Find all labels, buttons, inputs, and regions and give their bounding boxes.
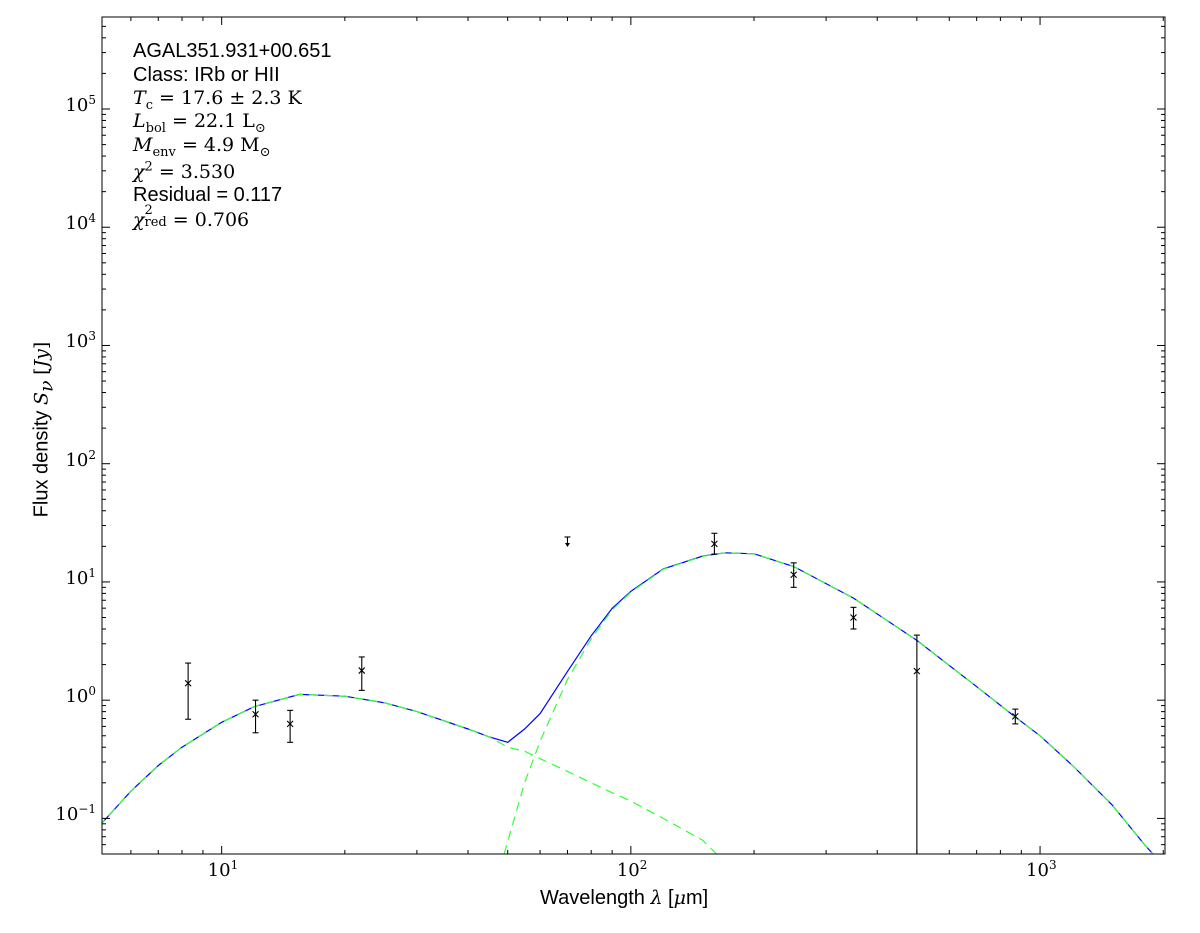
annotation-chi2: χ2 = 3.530 (133, 159, 236, 183)
ylabel-prefix: Flux density (30, 410, 53, 518)
data-point (850, 606, 857, 630)
x-tick-label: 101 (207, 858, 239, 881)
menv-sub: env (152, 144, 176, 160)
y-tick-label: 100 (65, 684, 96, 708)
chi2red-value: = 0.706 (172, 209, 250, 231)
annotation-residual: Residual = 0.117 (133, 184, 283, 206)
x-tick-label: 102 (616, 858, 648, 881)
chi2red-symbol: χ (133, 209, 145, 231)
data-point (252, 699, 259, 734)
lbol-unit-sub: ⊙ (254, 120, 266, 136)
ylabel-unit: Jy (30, 349, 53, 368)
menv-symbol: M (133, 134, 153, 156)
chi2red-sub: red (144, 215, 167, 230)
upper-limit-marker (564, 536, 571, 547)
ylabel-symbol: S (30, 392, 53, 406)
annotation-chi2red: χ 2 red = 0.706 (133, 204, 250, 231)
data-point (286, 709, 294, 743)
xlabel-unit: m] (685, 887, 709, 909)
xlabel-prefix: Wavelength (540, 887, 645, 909)
data-point (184, 662, 192, 720)
annotation-class: Class: IRb or HII (133, 64, 280, 86)
tc-sub: c (145, 97, 153, 113)
model-curve-1 (102, 693, 718, 854)
ylabel-sub: ν (35, 380, 58, 393)
y-tick-label: 101 (65, 565, 96, 589)
xlabel-symbol: λ (650, 887, 663, 909)
annotation-menv: Menv = 4.9 M⊙ (133, 134, 271, 159)
plot-frame (101, 16, 1166, 855)
data-point (913, 634, 921, 854)
x-tick-label: 103 (1026, 858, 1057, 881)
annotation-tc: Tc = 17.6 ± 2.3 K (133, 87, 302, 112)
y-axis-label: Flux density Sν [Jy] (30, 341, 58, 518)
tc-value: = 17.6 ± 2.3 K (159, 87, 302, 109)
y-tick-label: 104 (65, 211, 96, 235)
tc-symbol: T (133, 87, 146, 109)
xlabel-mu: μ (673, 887, 686, 909)
y-tick-label: 10−1 (55, 802, 96, 826)
chi2-symbol: χ (133, 161, 145, 183)
model-curve-2 (503, 552, 1154, 854)
lbol-value: = 22.1 L (171, 110, 255, 132)
x-axis-label: Wavelength λ [μm] (540, 887, 708, 910)
chi2-sup: 2 (144, 159, 153, 175)
annotation-source: AGAL351.931+00.651 (133, 40, 332, 62)
chi2-value: = 3.530 (158, 161, 236, 183)
data-point (1011, 708, 1019, 725)
y-tick-label: 105 (65, 93, 96, 116)
lbol-sub: bol (145, 120, 166, 136)
model-curve-0 (102, 552, 1154, 854)
menv-unit-sub: ⊙ (259, 144, 271, 160)
lbol-symbol: L (133, 110, 146, 132)
data-point (358, 656, 366, 691)
xlabel-open: [ (668, 887, 674, 909)
annotation-lbol: Lbol = 22.1 L⊙ (133, 110, 266, 135)
data-point (710, 532, 718, 555)
chi2red-sup: 2 (144, 203, 153, 218)
data-point (790, 562, 798, 588)
y-tick-label: 102 (65, 447, 96, 471)
y-tick-label: 103 (65, 329, 96, 353)
menv-value: = 4.9 M (181, 134, 260, 156)
